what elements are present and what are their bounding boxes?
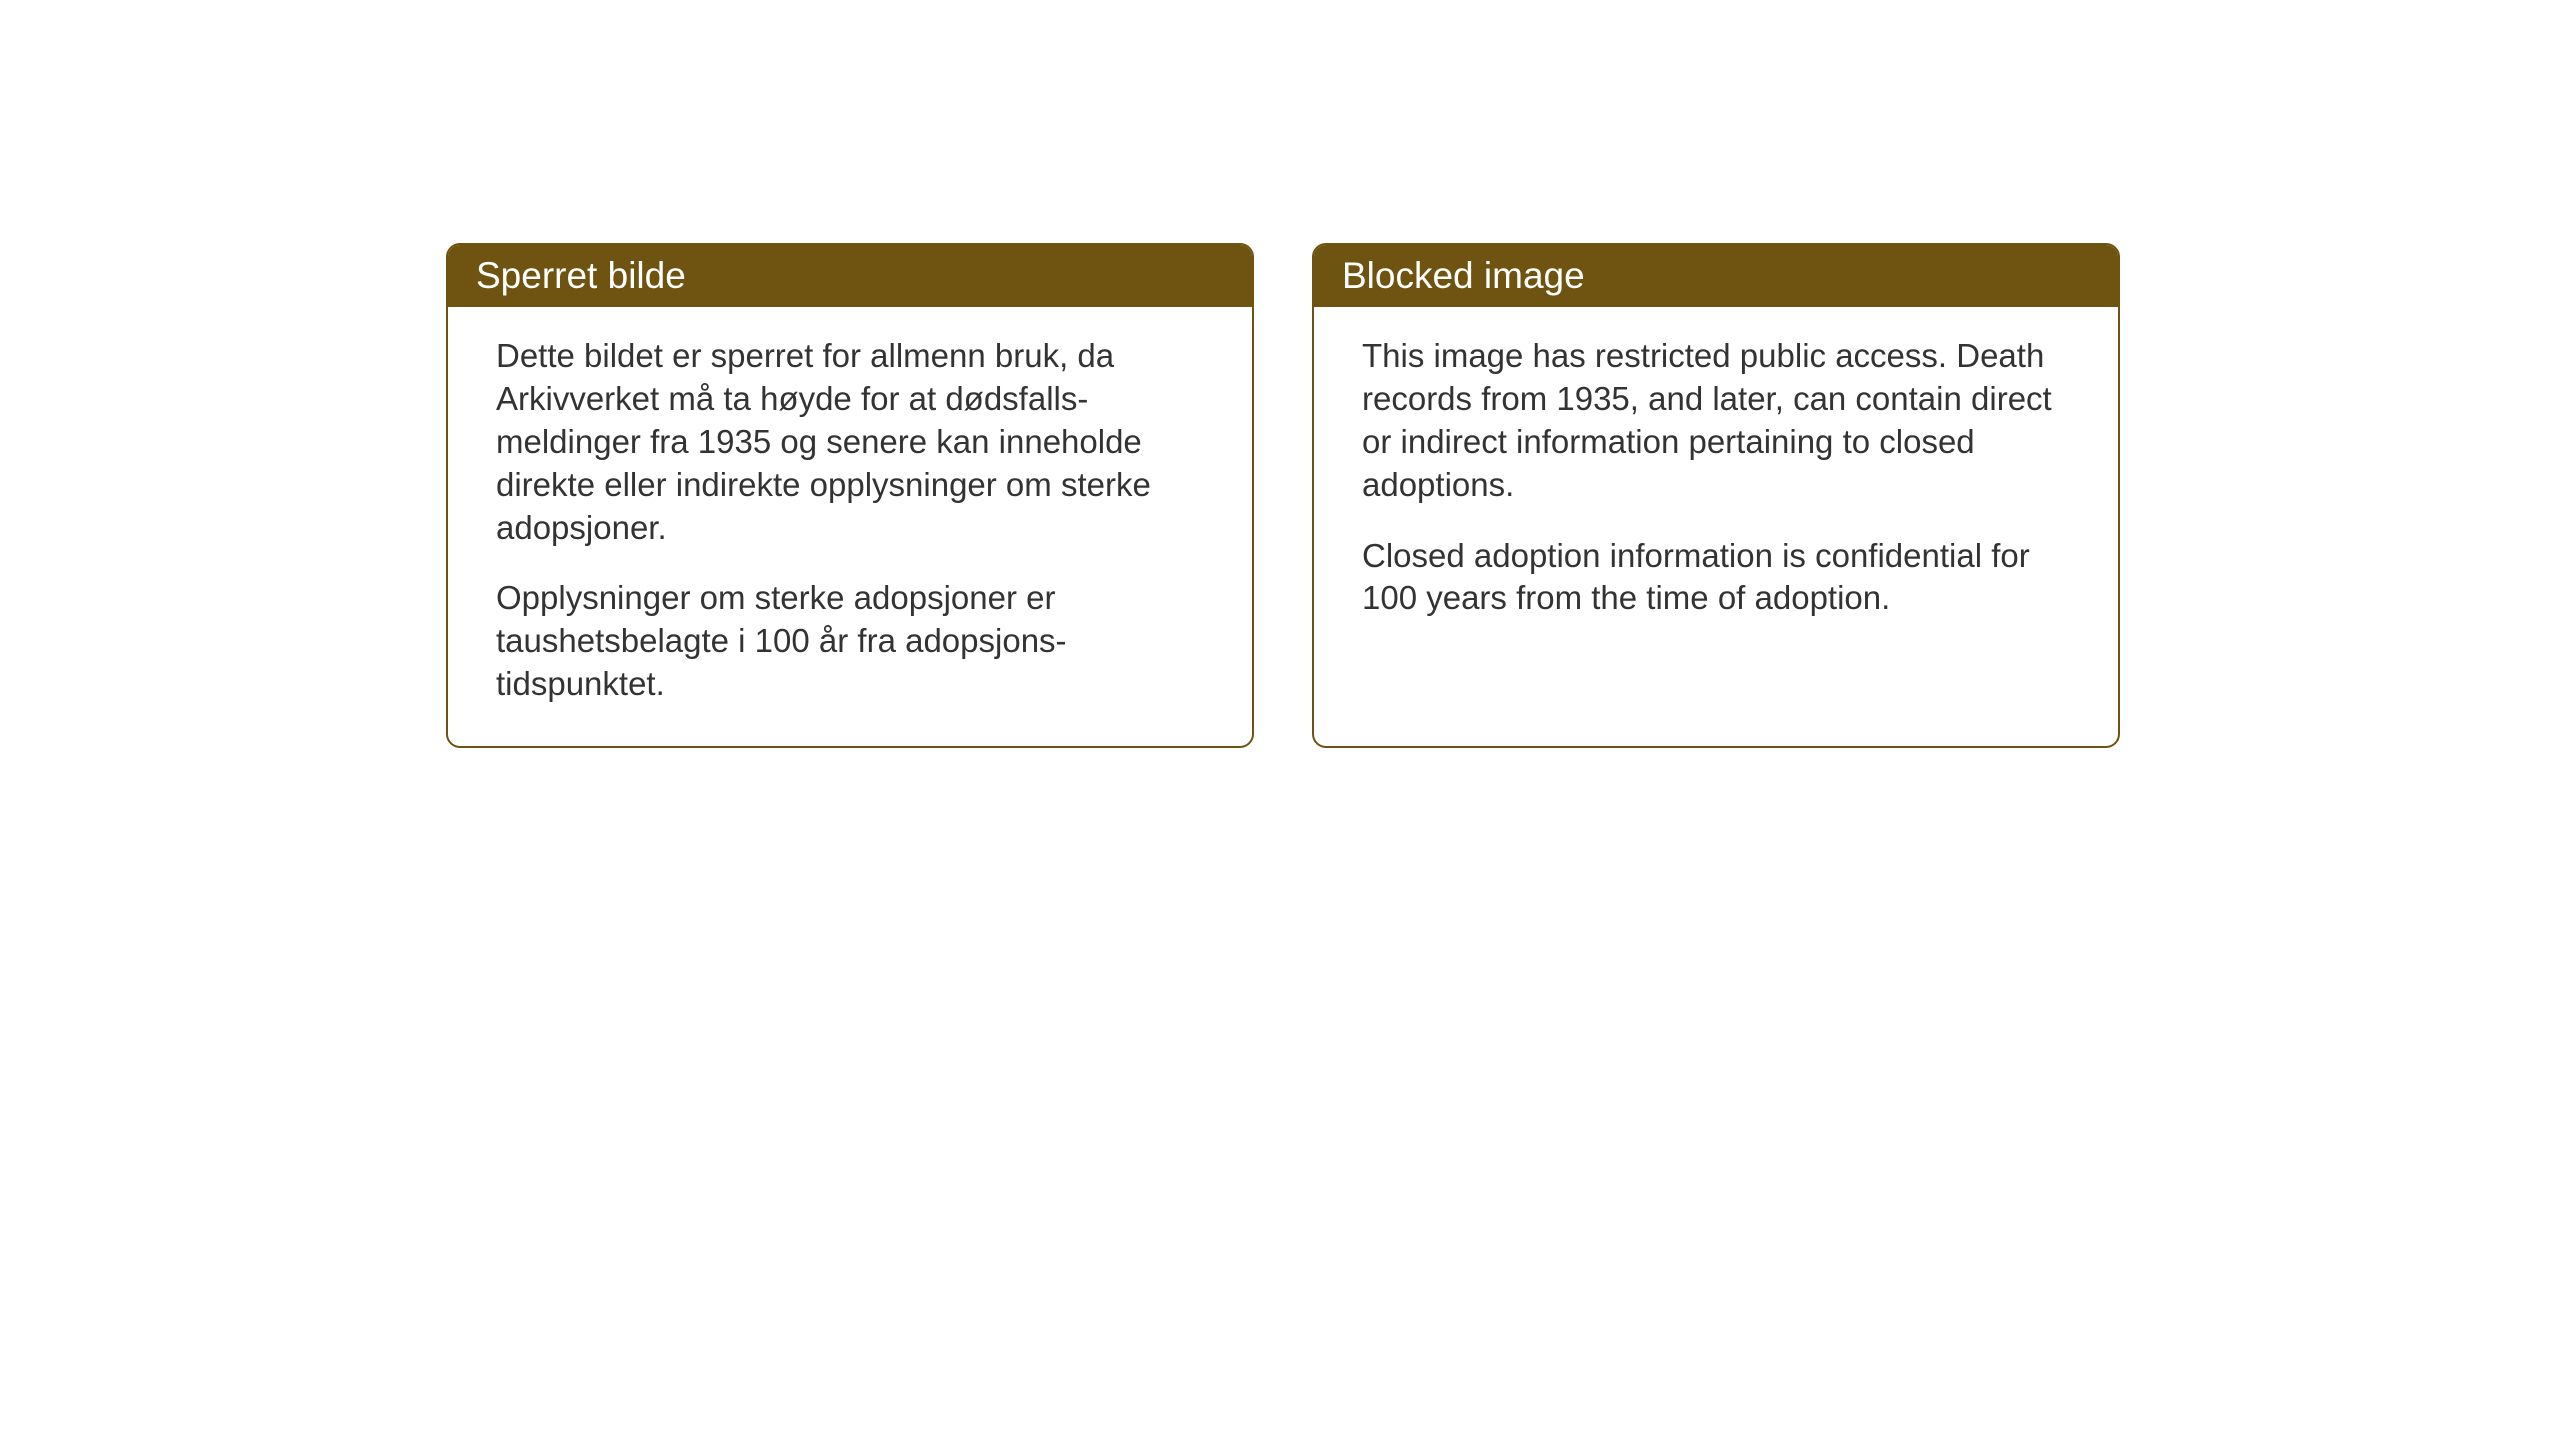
card-english-body: This image has restricted public access.… [1314,307,2118,660]
card-norwegian-body: Dette bildet er sperret for allmenn bruk… [448,307,1252,746]
card-english-header: Blocked image [1314,245,2118,307]
card-norwegian-paragraph-2: Opplysninger om sterke adopsjoner er tau… [496,577,1204,706]
card-norwegian: Sperret bilde Dette bildet er sperret fo… [446,243,1254,748]
card-norwegian-paragraph-1: Dette bildet er sperret for allmenn bruk… [496,335,1204,549]
card-norwegian-header: Sperret bilde [448,245,1252,307]
card-english: Blocked image This image has restricted … [1312,243,2120,748]
card-english-title: Blocked image [1342,255,1585,296]
card-english-paragraph-2: Closed adoption information is confident… [1362,535,2070,621]
cards-container: Sperret bilde Dette bildet er sperret fo… [446,243,2120,748]
card-english-paragraph-1: This image has restricted public access.… [1362,335,2070,507]
card-norwegian-title: Sperret bilde [476,255,686,296]
